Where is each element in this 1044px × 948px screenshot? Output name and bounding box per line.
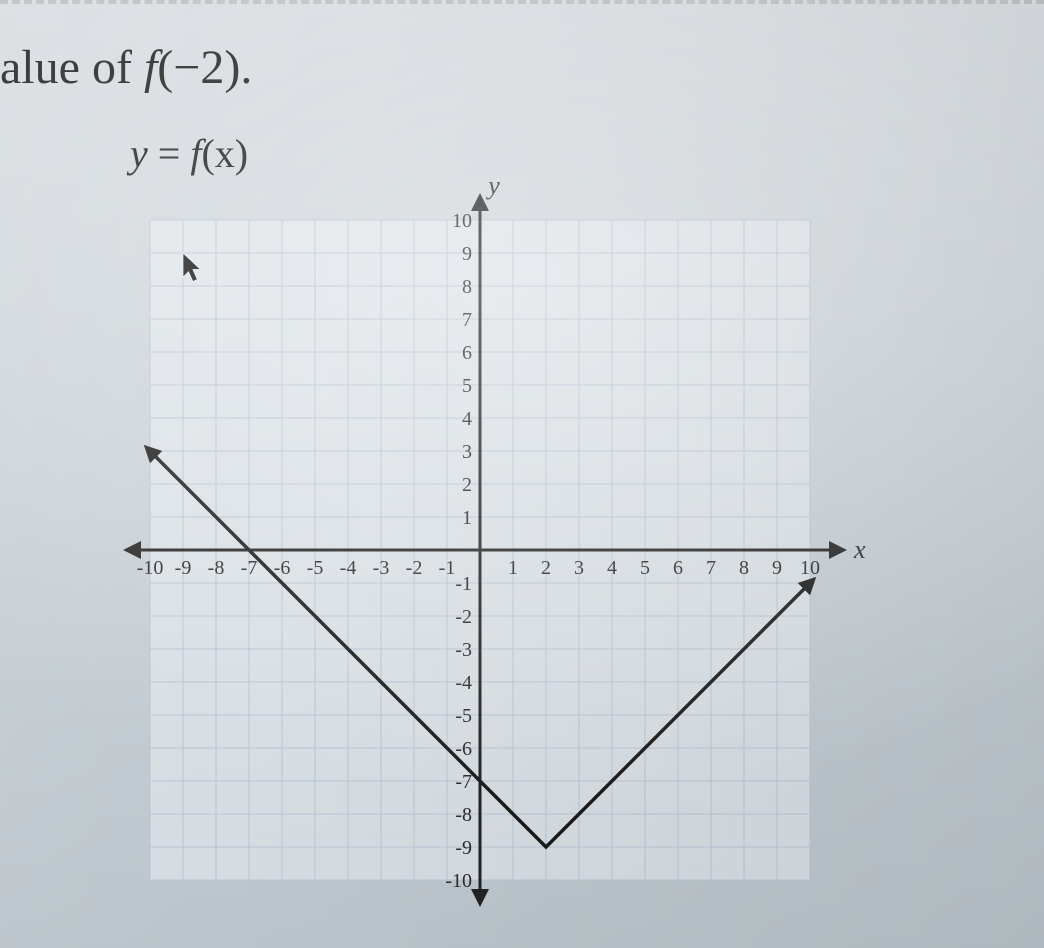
svg-text:4: 4 bbox=[462, 408, 472, 430]
svg-text:y: y bbox=[485, 171, 500, 200]
svg-text:5: 5 bbox=[462, 375, 472, 397]
svg-text:-10: -10 bbox=[445, 870, 472, 892]
svg-text:4: 4 bbox=[607, 557, 617, 579]
svg-text:3: 3 bbox=[462, 441, 472, 463]
svg-text:-1: -1 bbox=[455, 573, 472, 595]
svg-text:2: 2 bbox=[541, 557, 551, 579]
svg-text:2: 2 bbox=[462, 474, 472, 496]
svg-text:-8: -8 bbox=[208, 557, 225, 579]
svg-text:-9: -9 bbox=[455, 837, 472, 859]
svg-text:10: 10 bbox=[452, 210, 472, 232]
question-arg-close: ) bbox=[224, 41, 240, 94]
svg-text:6: 6 bbox=[462, 342, 472, 364]
svg-text:-1: -1 bbox=[439, 557, 456, 579]
question-arg-value: −2 bbox=[173, 41, 224, 94]
svg-text:7: 7 bbox=[706, 557, 716, 579]
svg-text:-7: -7 bbox=[455, 771, 472, 793]
svg-text:7: 7 bbox=[462, 309, 472, 331]
svg-text:-2: -2 bbox=[406, 557, 423, 579]
svg-text:-3: -3 bbox=[373, 557, 390, 579]
svg-text:1: 1 bbox=[508, 557, 518, 579]
question-text: alue of f(−2). bbox=[0, 40, 252, 95]
svg-text:8: 8 bbox=[462, 276, 472, 298]
svg-text:9: 9 bbox=[772, 557, 782, 579]
coordinate-chart: -10-9-8-7-6-5-4-3-2-112345678910-10-9-8-… bbox=[80, 170, 940, 930]
svg-text:-2: -2 bbox=[455, 606, 472, 628]
chart-container: -10-9-8-7-6-5-4-3-2-112345678910-10-9-8-… bbox=[80, 170, 940, 930]
svg-text:-9: -9 bbox=[175, 557, 192, 579]
question-arg-open: ( bbox=[157, 41, 173, 94]
question-period: . bbox=[240, 41, 252, 94]
svg-text:6: 6 bbox=[673, 557, 683, 579]
svg-text:5: 5 bbox=[640, 557, 650, 579]
svg-text:10: 10 bbox=[800, 557, 820, 579]
svg-text:x: x bbox=[853, 535, 866, 564]
svg-text:9: 9 bbox=[462, 243, 472, 265]
svg-text:1: 1 bbox=[462, 507, 472, 529]
svg-text:-8: -8 bbox=[455, 804, 472, 826]
svg-text:-4: -4 bbox=[340, 557, 357, 579]
svg-text:-10: -10 bbox=[137, 557, 164, 579]
question-prefix: alue of bbox=[0, 41, 144, 94]
svg-text:3: 3 bbox=[574, 557, 584, 579]
page-divider bbox=[0, 0, 1044, 6]
question-func: f bbox=[144, 41, 157, 94]
svg-text:-5: -5 bbox=[455, 705, 472, 727]
svg-text:-3: -3 bbox=[455, 639, 472, 661]
svg-text:8: 8 bbox=[739, 557, 749, 579]
svg-text:-7: -7 bbox=[241, 557, 258, 579]
svg-text:-4: -4 bbox=[455, 672, 472, 694]
svg-text:-5: -5 bbox=[307, 557, 324, 579]
